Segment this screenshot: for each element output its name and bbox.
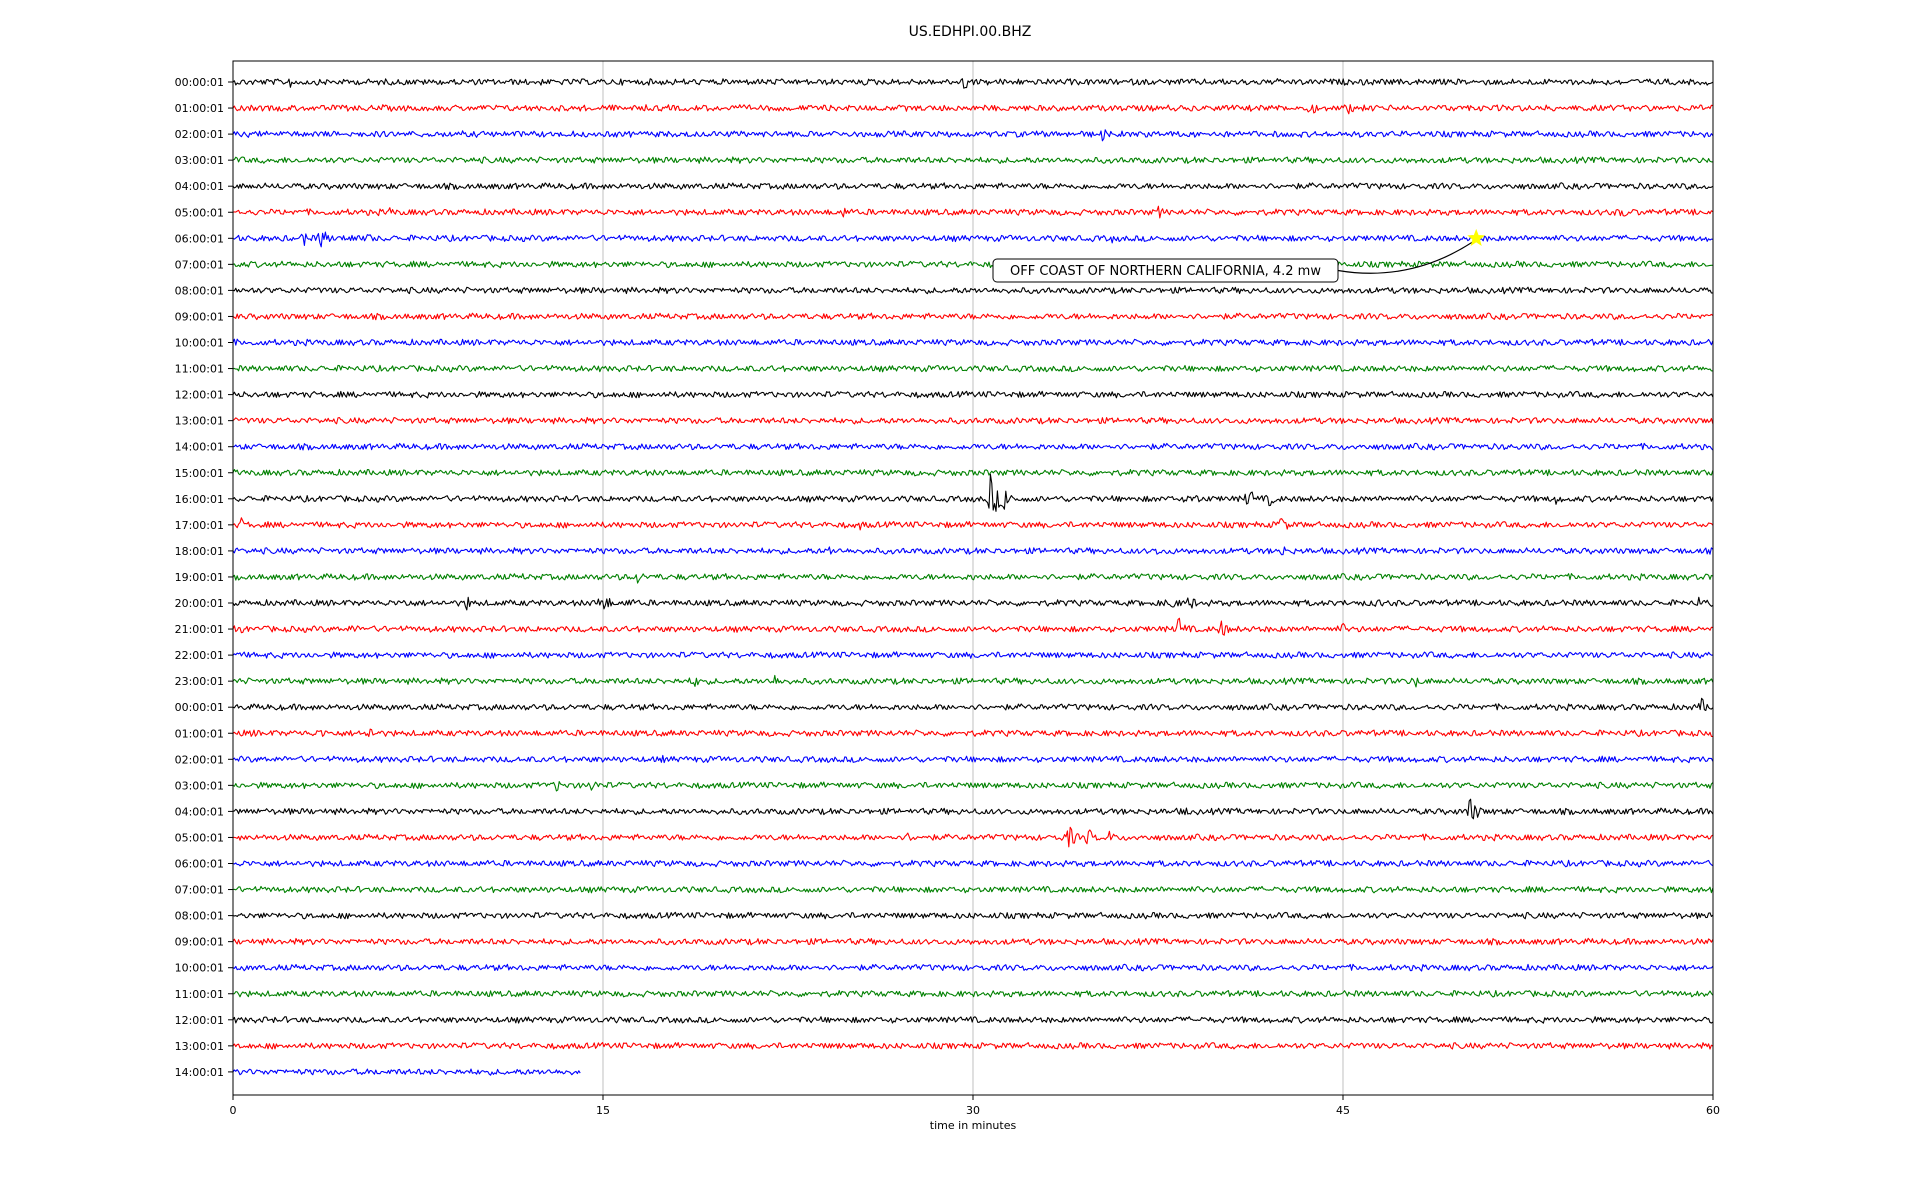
trace-row [232, 963, 1714, 972]
event-star-marker [1467, 228, 1486, 246]
trace-row [232, 546, 1714, 556]
trace-row [232, 826, 1714, 848]
trace-row [232, 364, 1713, 373]
trace-row [232, 911, 1714, 920]
trace-row [232, 781, 1714, 792]
trace-row [232, 573, 1714, 584]
annotation-box [992, 258, 1339, 283]
row-label: 05:00:01 [175, 831, 224, 844]
annotation-arrow [1337, 241, 1473, 274]
row-label: 11:00:01 [175, 988, 224, 1001]
row-label: 02:00:01 [175, 753, 224, 766]
row-label: 07:00:01 [175, 258, 224, 271]
trace-row [232, 416, 1714, 425]
row-label: 16:00:01 [175, 493, 224, 506]
row-label: 14:00:01 [175, 1066, 224, 1079]
event-annotation: OFF COAST OF NORTHERN CALIFORNIA, 4.2 mw [992, 228, 1486, 283]
row-label: 04:00:01 [175, 805, 224, 818]
trace-row [232, 129, 1714, 142]
row-label: 03:00:01 [175, 779, 224, 792]
x-tick-label-0: 0 [230, 1104, 237, 1117]
trace-row [232, 231, 1713, 248]
row-label: 10:00:01 [175, 337, 224, 350]
x-axis: 0 15 30 45 60 [230, 1095, 1720, 1117]
trace-row [232, 1068, 581, 1076]
row-label: 15:00:01 [175, 467, 224, 480]
row-label: 01:00:01 [175, 102, 224, 115]
row-label: 00:00:01 [175, 701, 224, 714]
trace-row [232, 390, 1714, 399]
trace-row [232, 990, 1714, 998]
x-tick-label-30: 30 [966, 1104, 980, 1117]
trace-row [232, 156, 1713, 165]
row-label: 10:00:01 [175, 962, 224, 975]
row-label: 12:00:01 [175, 1014, 224, 1027]
trace-row [232, 468, 1714, 477]
trace-rows [232, 78, 1714, 1076]
row-label: 11:00:01 [175, 363, 224, 376]
trace-row [232, 937, 1714, 946]
row-time-labels: 00:00:01 01:00:01 02:00:01 03:00:01 04:00:01… [175, 76, 233, 1079]
trace-row [232, 651, 1713, 660]
vertical-gridlines [602, 61, 1344, 1095]
trace-row [232, 798, 1714, 820]
x-tick-label-15: 15 [596, 1104, 610, 1117]
trace-row [232, 674, 1714, 688]
row-label: 02:00:01 [175, 128, 224, 141]
row-label: 22:00:01 [175, 649, 224, 662]
row-label: 14:00:01 [175, 441, 224, 454]
trace-row [232, 885, 1714, 894]
trace-row [232, 1016, 1714, 1024]
row-label: 03:00:01 [175, 154, 224, 167]
row-label: 08:00:01 [175, 284, 224, 297]
x-tick-label-45: 45 [1336, 1104, 1350, 1117]
row-label: 12:00:01 [175, 389, 224, 402]
x-tick-label-60: 60 [1706, 1104, 1720, 1117]
trace-row [232, 104, 1713, 115]
row-label: 05:00:01 [175, 206, 224, 219]
trace-row [232, 617, 1713, 636]
trace-row [232, 312, 1714, 321]
trace-row [232, 182, 1714, 191]
row-label: 13:00:01 [175, 415, 224, 428]
trace-row [232, 859, 1714, 868]
row-label: 09:00:01 [175, 936, 224, 949]
trace-row [232, 596, 1714, 611]
row-label: 06:00:01 [175, 858, 224, 871]
trace-row [232, 697, 1714, 712]
row-label: 04:00:01 [175, 180, 224, 193]
trace-row [232, 442, 1714, 451]
row-label: 08:00:01 [175, 910, 224, 923]
trace-row [232, 338, 1714, 347]
row-label: 01:00:01 [175, 727, 224, 740]
row-label: 09:00:01 [175, 310, 224, 323]
trace-row [232, 286, 1713, 295]
annotation-label: OFF COAST OF NORTHERN CALIFORNIA, 4.2 mw [1010, 264, 1321, 279]
row-label: 20:00:01 [175, 597, 224, 610]
trace-row [232, 205, 1714, 219]
trace-row [232, 260, 1713, 269]
row-label: 19:00:01 [175, 571, 224, 584]
trace-row [232, 1042, 1714, 1050]
x-axis-label: time in minutes [930, 1119, 1017, 1132]
row-label: 17:00:01 [175, 519, 224, 532]
trace-row [232, 517, 1714, 531]
trace-row [232, 473, 1714, 512]
row-label: 18:00:01 [175, 545, 224, 558]
chart-title: US.EDHPI.00.BHZ [909, 24, 1032, 40]
trace-row [232, 728, 1713, 738]
row-label: 00:00:01 [175, 76, 224, 89]
trace-row [232, 78, 1714, 89]
trace-row [232, 754, 1714, 764]
row-label: 06:00:01 [175, 232, 224, 245]
row-label: 21:00:01 [175, 623, 224, 636]
row-label: 13:00:01 [175, 1040, 224, 1053]
row-label: 07:00:01 [175, 884, 224, 897]
row-label: 23:00:01 [175, 675, 224, 688]
